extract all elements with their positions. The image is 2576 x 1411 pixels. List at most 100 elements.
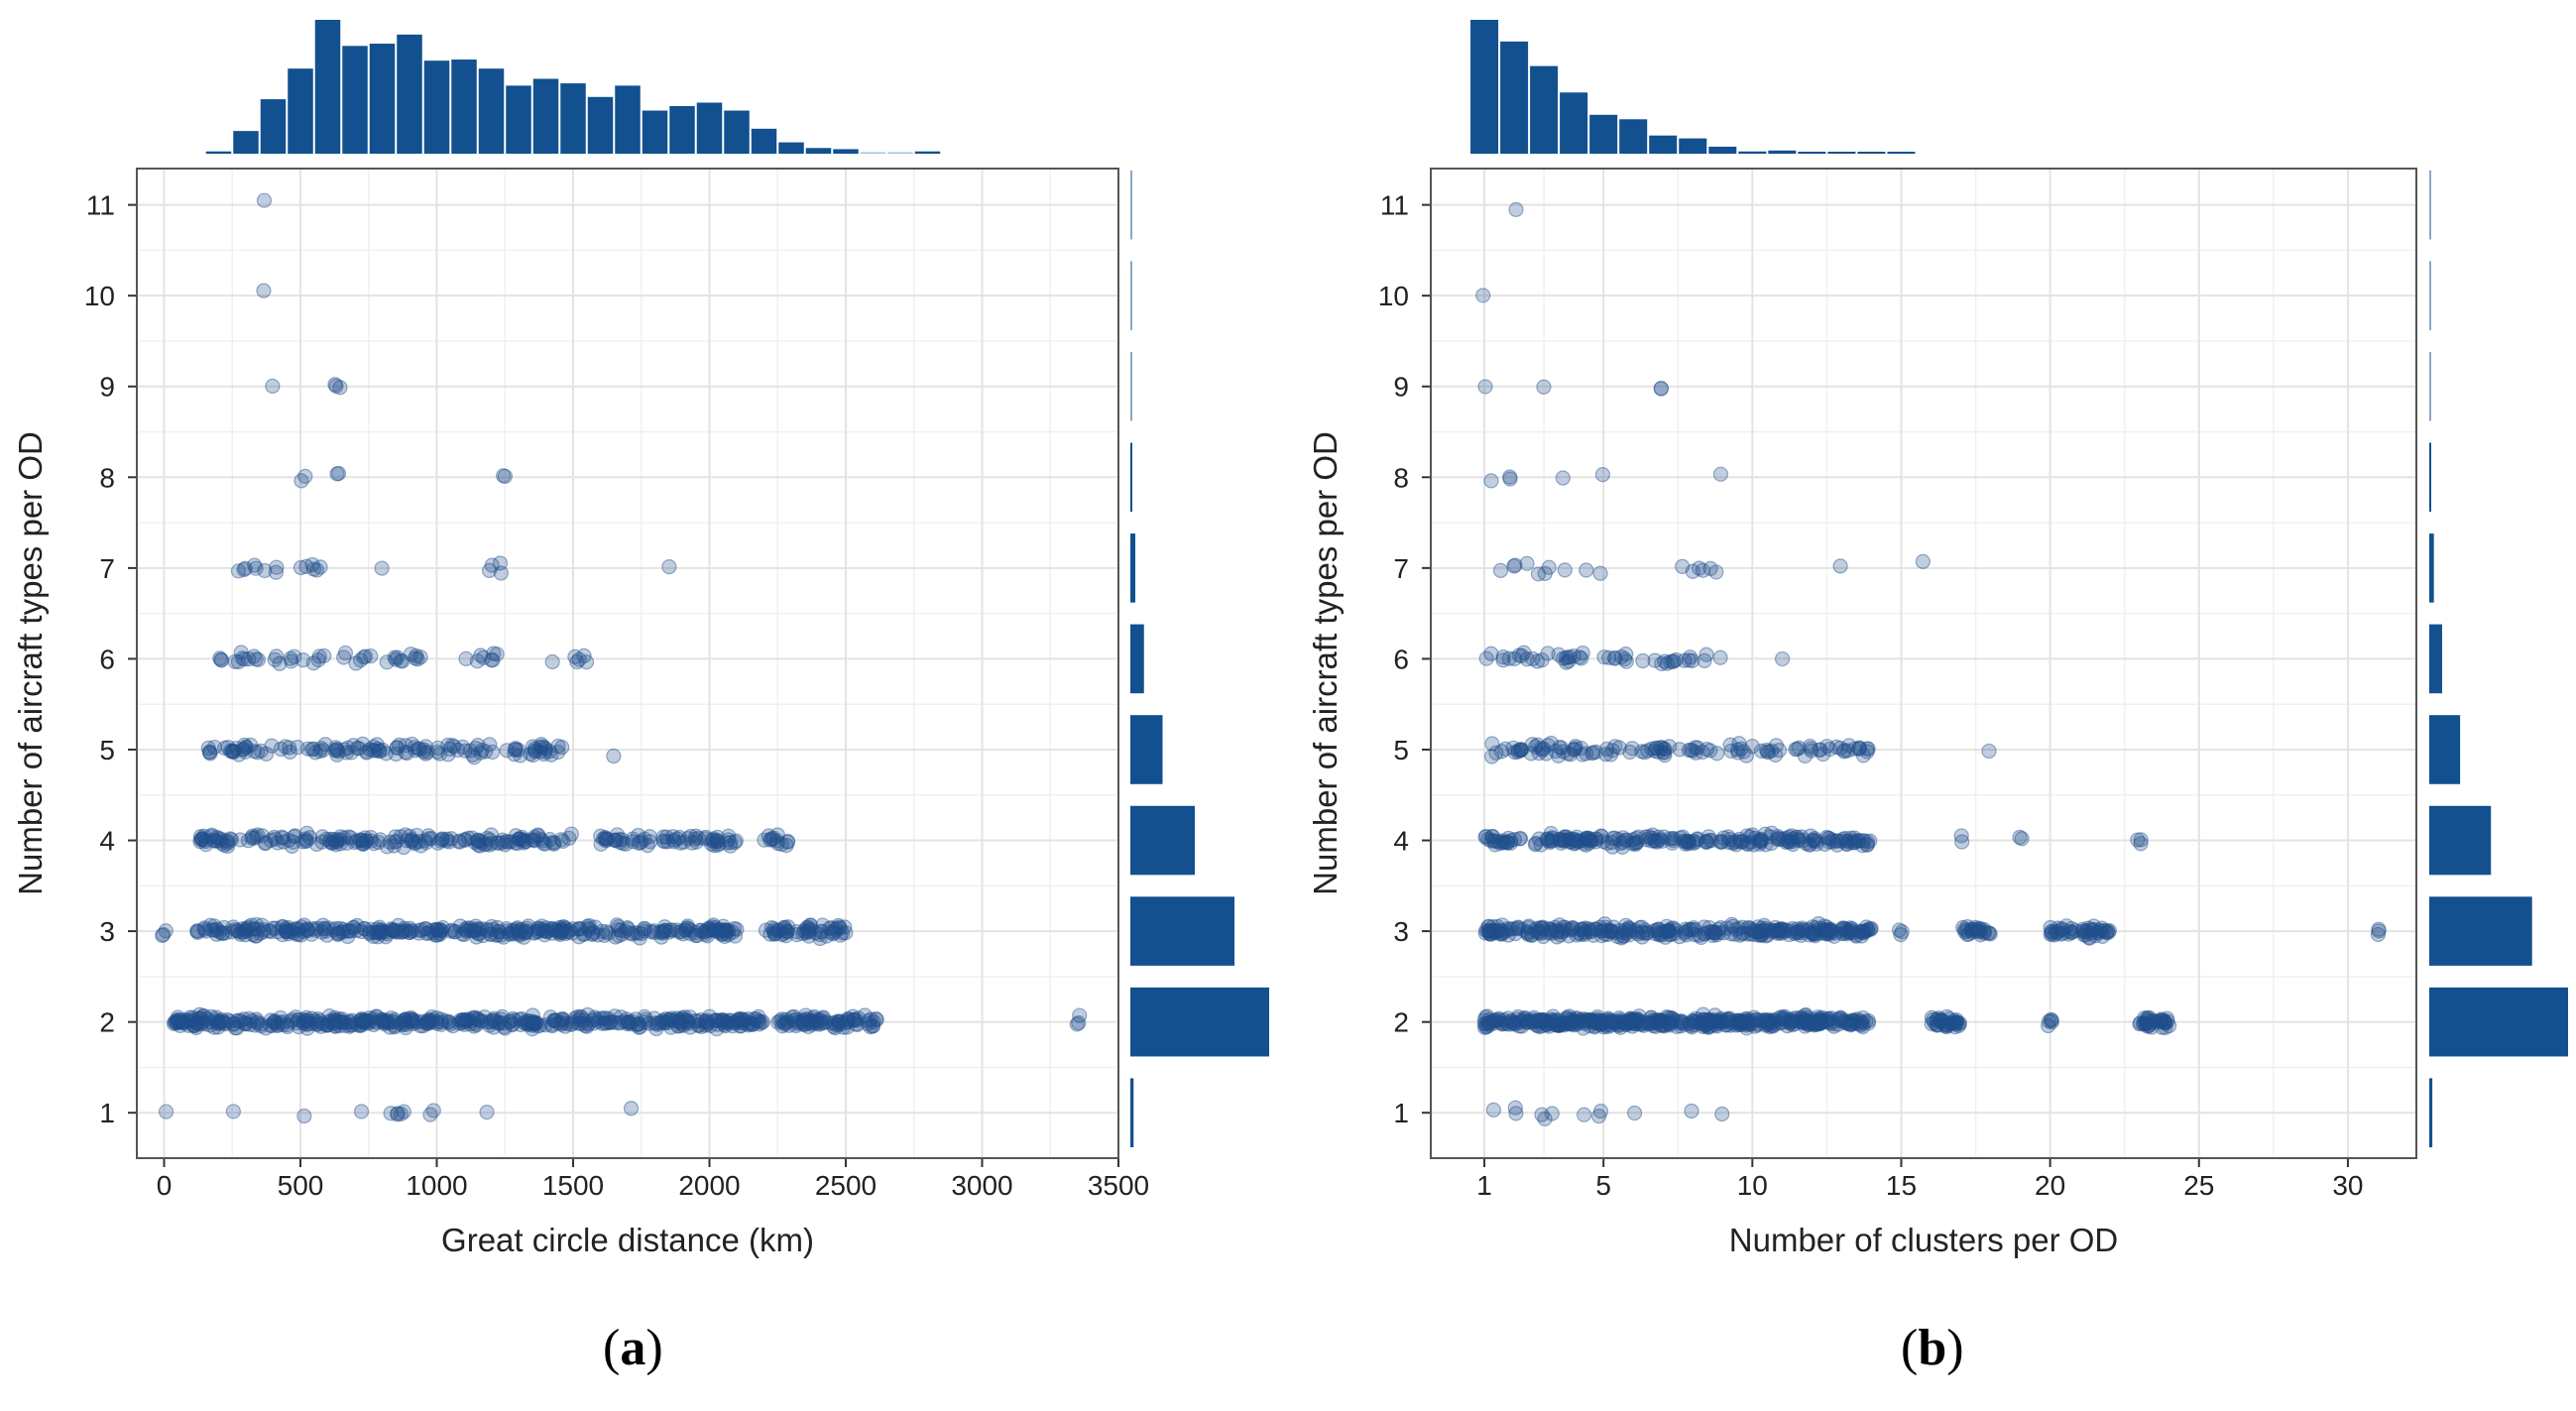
- data-point: [333, 1014, 350, 1030]
- data-point: [286, 834, 301, 850]
- y-tick-label: 6: [1393, 644, 1409, 674]
- data-point: [272, 655, 288, 671]
- data-point: [449, 742, 466, 759]
- data-point: [228, 741, 244, 757]
- data-point: [1813, 1011, 1829, 1027]
- data-point: [410, 651, 425, 667]
- data-point: [596, 927, 613, 943]
- data-point: [284, 922, 299, 938]
- data-point: [586, 1015, 602, 1031]
- data-point: [1534, 742, 1550, 759]
- data-point: [758, 922, 774, 938]
- data-point: [584, 926, 600, 942]
- data-point: [213, 651, 229, 667]
- data-point: [1590, 1109, 1607, 1124]
- data-point: [353, 652, 369, 668]
- data-point: [690, 1017, 706, 1034]
- data-point: [241, 1010, 257, 1026]
- histogram-bar: [724, 110, 750, 154]
- data-point: [702, 922, 718, 938]
- data-point: [505, 924, 521, 940]
- data-point: [357, 830, 373, 846]
- histogram-bar: [1130, 261, 1132, 330]
- data-point: [515, 832, 530, 848]
- data-point: [516, 929, 531, 945]
- data-point: [1698, 647, 1714, 662]
- data-point: [381, 1015, 398, 1031]
- data-point: [340, 922, 356, 939]
- data-point: [330, 465, 347, 482]
- data-point: [697, 924, 713, 940]
- data-point: [237, 927, 254, 943]
- data-point: [749, 1011, 764, 1027]
- data-point: [270, 1017, 286, 1034]
- data-point: [1840, 924, 1857, 940]
- data-point: [567, 648, 583, 665]
- data-point: [1712, 466, 1729, 482]
- data-point: [651, 924, 667, 940]
- data-point: [286, 829, 302, 845]
- histogram-bar: [233, 131, 259, 154]
- data-point: [372, 924, 388, 940]
- data-point: [242, 1016, 258, 1032]
- histogram-bar: [1130, 170, 1132, 240]
- data-point: [206, 832, 222, 849]
- data-point: [702, 1017, 718, 1034]
- data-point: [806, 1008, 822, 1024]
- data-point: [329, 925, 346, 941]
- data-point: [776, 920, 792, 936]
- data-point: [489, 835, 505, 851]
- data-point: [324, 835, 340, 851]
- data-point: [353, 1017, 370, 1033]
- data-point: [170, 1011, 185, 1028]
- data-point: [387, 834, 403, 850]
- data-point: [712, 924, 728, 940]
- data-point: [778, 927, 794, 944]
- data-point: [429, 927, 445, 943]
- data-point: [613, 1014, 629, 1031]
- data-point: [1562, 648, 1578, 665]
- data-point: [576, 1012, 592, 1028]
- data-point: [1893, 927, 1909, 943]
- data-point: [587, 1009, 603, 1025]
- data-point: [609, 917, 625, 933]
- data-point: [305, 921, 321, 937]
- data-point: [657, 1010, 674, 1027]
- data-point: [208, 1009, 224, 1025]
- data-point: [476, 837, 493, 853]
- data-point: [385, 922, 401, 939]
- data-point: [208, 833, 224, 849]
- data-point: [263, 923, 279, 940]
- histogram-bar: [423, 60, 450, 154]
- data-point: [580, 1006, 596, 1023]
- data-point: [553, 921, 570, 937]
- data-point: [298, 834, 314, 850]
- data-point: [441, 1014, 457, 1030]
- data-point: [371, 743, 388, 760]
- data-point: [232, 924, 249, 940]
- data-point: [570, 921, 586, 937]
- data-point: [747, 1011, 762, 1027]
- data-point: [479, 921, 495, 937]
- data-point: [484, 918, 500, 935]
- data-point: [456, 926, 472, 943]
- data-point: [413, 922, 429, 938]
- data-point: [636, 921, 651, 937]
- data-point: [275, 919, 291, 935]
- x-tick-label: 30: [2332, 1170, 2363, 1201]
- histogram-bar: [1589, 114, 1618, 154]
- marginal-histogram-x: [205, 20, 941, 155]
- panel-a: [128, 20, 1269, 1167]
- histogram-bar: [669, 105, 695, 154]
- histogram-bar: [1560, 92, 1588, 154]
- data-point: [491, 924, 507, 940]
- data-point: [357, 648, 374, 664]
- data-point: [390, 649, 406, 665]
- data-point: [458, 923, 474, 939]
- data-point: [655, 829, 671, 845]
- data-point: [656, 919, 673, 935]
- data-point: [345, 738, 362, 754]
- data-point: [452, 918, 468, 934]
- data-point: [1726, 834, 1742, 851]
- data-point: [404, 922, 419, 939]
